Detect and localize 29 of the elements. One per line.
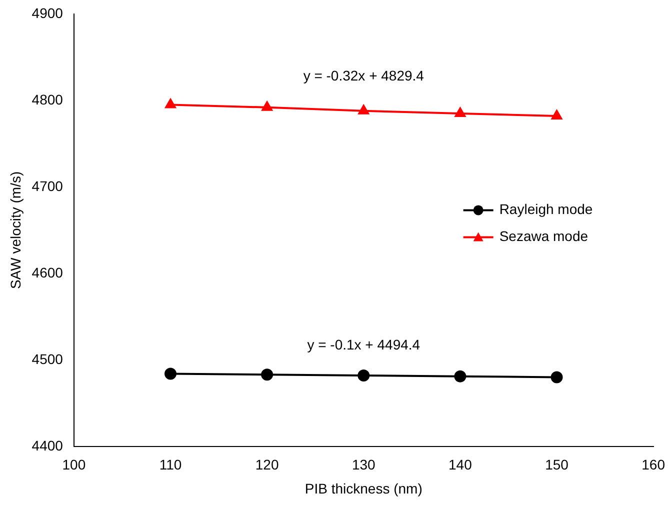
point (165, 98, 176, 108)
x-tick-label: 150 (545, 456, 569, 473)
y-axis-title: SAW velocity (m/s) (7, 171, 24, 290)
point (261, 368, 274, 381)
point (550, 371, 563, 384)
x-tick-label: 130 (352, 456, 376, 473)
legend-label: Sezawa mode (499, 228, 588, 244)
y-tick-label: 4400 (32, 437, 64, 454)
point (358, 104, 369, 114)
x-axis-title: PIB thickness (nm) (304, 480, 422, 496)
point (358, 369, 370, 382)
legend-label: Rayleigh mode (499, 201, 593, 218)
point (454, 107, 466, 117)
point (164, 368, 177, 380)
y-tick-label: 4700 (32, 178, 64, 194)
point (454, 370, 466, 382)
point (262, 101, 272, 111)
x-tick-label: 160 (642, 456, 666, 473)
point (551, 110, 562, 120)
x-tick-label: 110 (159, 456, 182, 473)
y-tick-label: 4500 (32, 350, 64, 367)
y-tick-label: 4600 (32, 264, 64, 280)
x-tick-label: 100 (62, 456, 86, 473)
y-tick-label: 4800 (32, 91, 64, 108)
x-tick-label: 140 (448, 456, 472, 473)
y-tick-label: 4900 (32, 4, 64, 21)
x-tick-label: 120 (255, 456, 279, 473)
annotation: y = -0.1x + 4494.4 (307, 336, 420, 353)
annotation: y = -0.32x + 4829.4 (303, 68, 424, 84)
